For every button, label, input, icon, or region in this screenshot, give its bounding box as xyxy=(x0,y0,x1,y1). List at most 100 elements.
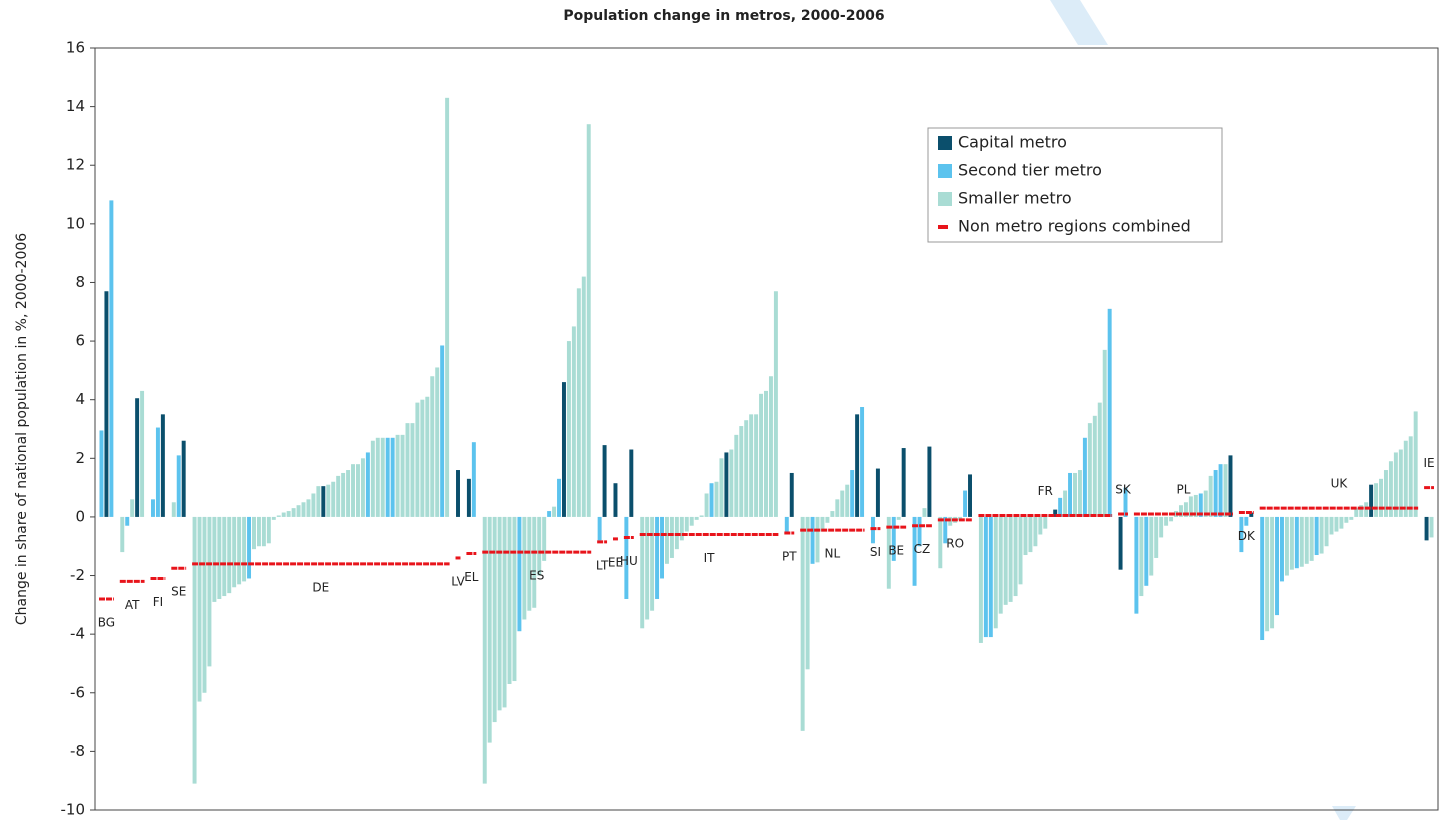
country-label: CZ xyxy=(914,542,931,556)
y-tick-label: 2 xyxy=(75,449,85,467)
bar xyxy=(602,445,607,517)
bar xyxy=(1218,464,1223,517)
bar xyxy=(271,516,276,520)
y-tick-label: 12 xyxy=(66,156,85,174)
legend-swatch xyxy=(938,225,948,229)
bar xyxy=(922,508,927,517)
bar xyxy=(597,516,602,541)
bar xyxy=(820,516,825,532)
bar xyxy=(1429,516,1434,538)
bar xyxy=(744,420,749,517)
country-label: EL xyxy=(464,570,479,584)
bar xyxy=(420,399,425,517)
country-label: LT xyxy=(596,558,609,572)
legend-label: Smaller metro xyxy=(958,189,1072,208)
bar xyxy=(1053,509,1058,517)
bar xyxy=(171,502,176,517)
bar xyxy=(835,499,840,517)
bar xyxy=(232,516,237,588)
y-tick-label: -8 xyxy=(70,742,85,760)
bar xyxy=(440,345,445,517)
bar xyxy=(252,516,256,550)
bar xyxy=(624,516,629,599)
bar xyxy=(1144,516,1149,586)
bar xyxy=(719,458,724,517)
bar xyxy=(734,434,739,517)
y-tick-label: 16 xyxy=(66,39,85,57)
bar xyxy=(1097,402,1102,517)
bar xyxy=(1033,516,1038,547)
bar xyxy=(517,516,522,632)
bar xyxy=(1279,516,1284,582)
bar xyxy=(1344,516,1349,523)
country-label: SE xyxy=(171,585,186,599)
y-tick-label: 14 xyxy=(66,97,85,115)
country-label: IT xyxy=(704,551,716,565)
bar xyxy=(684,516,689,532)
bar xyxy=(217,516,222,599)
bar xyxy=(561,382,566,517)
bar xyxy=(360,458,365,517)
bar xyxy=(689,516,694,526)
bar xyxy=(1354,508,1359,517)
bar xyxy=(456,470,460,517)
bar xyxy=(764,390,768,517)
country-label: DK xyxy=(1238,529,1256,543)
bar xyxy=(542,516,547,561)
bar xyxy=(256,516,261,547)
bar xyxy=(410,423,415,517)
bar xyxy=(1289,516,1294,570)
country-label: EE xyxy=(608,555,623,569)
decoration xyxy=(1050,0,1108,45)
bar xyxy=(1003,516,1008,605)
country-label: ES xyxy=(529,569,544,583)
country-label: UK xyxy=(1331,477,1349,491)
bar xyxy=(1149,516,1154,576)
bar xyxy=(629,449,634,517)
bar xyxy=(581,276,586,517)
bar xyxy=(321,486,326,517)
bar xyxy=(306,499,311,517)
bar xyxy=(1359,505,1364,517)
country-label: SI xyxy=(870,545,881,559)
bar xyxy=(1134,516,1139,614)
bar xyxy=(497,516,502,711)
bar xyxy=(1398,449,1403,517)
plot-frame xyxy=(94,47,1439,811)
bar xyxy=(1008,516,1013,602)
y-tick-label: -4 xyxy=(70,625,85,643)
y-tick-label: -6 xyxy=(70,683,85,701)
bar xyxy=(1260,516,1265,641)
bar xyxy=(1154,516,1159,558)
bar xyxy=(901,448,906,517)
bar xyxy=(430,376,435,517)
bar xyxy=(963,490,968,517)
bar xyxy=(1299,516,1304,567)
bar xyxy=(1063,490,1068,517)
bar xyxy=(507,516,512,684)
bar xyxy=(537,516,542,576)
bar xyxy=(1193,494,1198,517)
country-label: DE xyxy=(312,580,329,594)
bar xyxy=(247,516,252,579)
bar xyxy=(1077,470,1082,517)
bar xyxy=(1413,411,1418,517)
bar xyxy=(435,367,440,517)
bar xyxy=(109,200,114,517)
bar xyxy=(845,484,850,517)
country-label: RO xyxy=(946,536,964,550)
bar xyxy=(1379,478,1383,517)
bar xyxy=(1403,440,1408,517)
bar xyxy=(120,516,125,553)
legend-label: Capital metro xyxy=(958,133,1067,152)
country-label: BE xyxy=(888,544,904,558)
bar xyxy=(1169,516,1174,522)
country-label: IE xyxy=(1423,456,1434,470)
y-tick-label: 8 xyxy=(75,273,85,291)
y-axis-label: Change in share of national population i… xyxy=(14,233,30,625)
bar xyxy=(296,505,301,517)
legend: Capital metro Second tier metro Smaller me… xyxy=(927,127,1223,243)
bar xyxy=(810,516,815,564)
bar xyxy=(1408,436,1413,517)
